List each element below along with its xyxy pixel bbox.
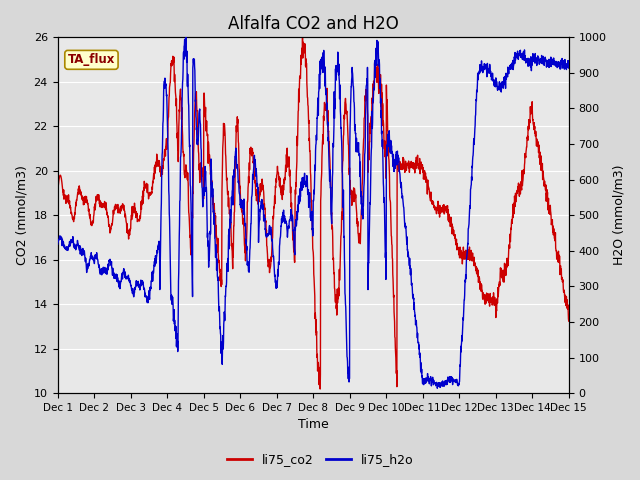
Y-axis label: CO2 (mmol/m3): CO2 (mmol/m3) [15,165,28,265]
X-axis label: Time: Time [298,419,328,432]
Text: TA_flux: TA_flux [68,53,115,66]
Title: Alfalfa CO2 and H2O: Alfalfa CO2 and H2O [228,15,399,33]
Legend: li75_co2, li75_h2o: li75_co2, li75_h2o [221,448,419,471]
Y-axis label: H2O (mmol/m3): H2O (mmol/m3) [612,165,625,265]
